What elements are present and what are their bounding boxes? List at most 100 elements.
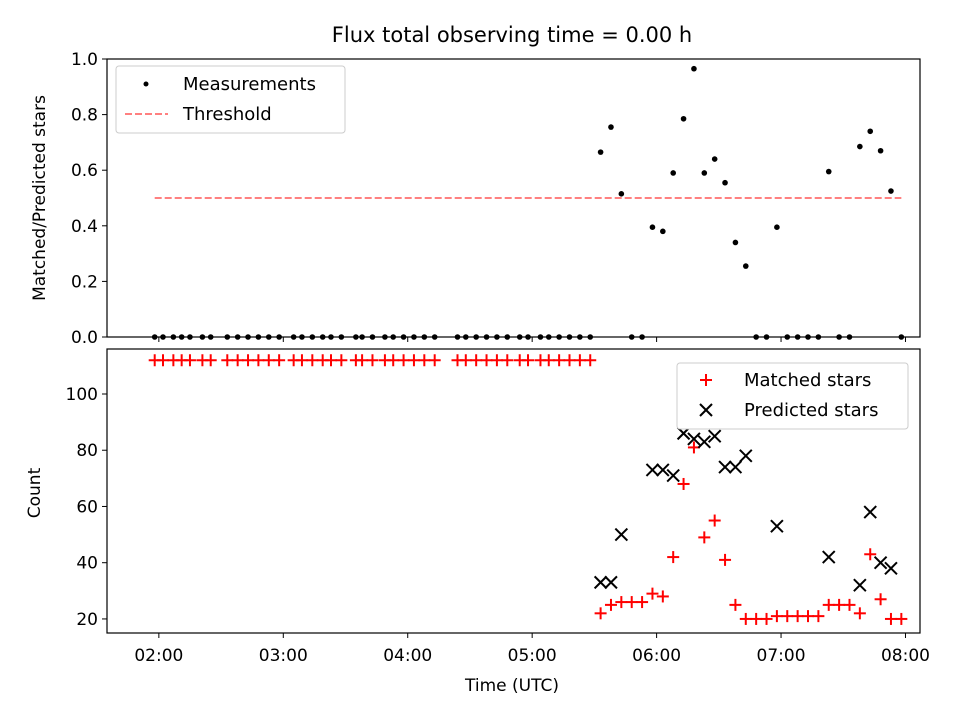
matched-star-point <box>501 354 514 367</box>
matched-star-point <box>480 354 493 367</box>
top-y-axis: 0.0 0.2 0.4 0.6 0.8 1.0 <box>71 50 107 348</box>
predicted-star-point <box>739 449 753 463</box>
matched-star-point <box>594 607 607 620</box>
measurement-point <box>742 263 749 269</box>
matched-star-point <box>708 514 721 527</box>
matched-star-point <box>833 598 846 611</box>
matched-star-point <box>615 596 628 609</box>
matched-star-point <box>770 610 783 623</box>
matched-star-point <box>262 354 275 367</box>
matched-star-point <box>781 610 794 623</box>
matched-star-point <box>791 610 804 623</box>
matched-star-point <box>739 612 752 625</box>
matched-star-point <box>428 354 441 367</box>
measurement-point <box>867 128 874 135</box>
measurement-point <box>711 156 718 162</box>
legend-matched-label: Matched stars <box>744 370 871 391</box>
bottom-x-tick-label: 04:00 <box>383 646 432 666</box>
matched-star-point <box>853 607 866 620</box>
matched-star-point <box>625 596 638 609</box>
predicted-star-point <box>614 527 629 542</box>
measurement-point <box>597 149 604 155</box>
predicted-star-point <box>697 435 712 449</box>
matched-star-point <box>252 354 265 367</box>
bottom-y-tick-label: 80 <box>76 441 98 461</box>
matched-star-point <box>522 354 535 367</box>
bottom-x-tick-label: 03:00 <box>259 646 308 666</box>
measurement-point <box>701 170 708 176</box>
top-y-tick-label: 0.2 <box>71 272 98 292</box>
measurement-point <box>608 124 614 130</box>
bottom-x-tick-label: 06:00 <box>632 646 681 666</box>
top-legend-box <box>115 65 346 134</box>
matched-star-point <box>335 354 348 367</box>
bottom-panel: 20 40 60 80 100 02:00 03:00 04:00 05:00 06:00 07:… <box>25 348 930 696</box>
predicted-star-point <box>656 463 670 477</box>
bottom-y-tick-label: 40 <box>76 554 98 574</box>
predicted-star-point <box>822 550 836 564</box>
measurement-point <box>825 168 832 175</box>
bottom-x-tick-label: 07:00 <box>757 646 806 666</box>
matched-star-point <box>584 354 597 367</box>
matched-star-point <box>387 354 400 367</box>
measurement-point <box>774 224 780 230</box>
bottom-axes-frame <box>106 348 921 634</box>
matched-star-point <box>397 354 410 367</box>
measurement-point <box>649 224 656 230</box>
predicted-star-point <box>718 460 732 474</box>
matched-star-point <box>760 612 773 625</box>
predicted-star-point <box>728 460 743 474</box>
top-y-axis-label: Matched/Predicted stars <box>30 95 50 301</box>
matched-star-point <box>231 354 244 367</box>
top-y-tick-label: 1.0 <box>71 50 98 70</box>
measurement-point <box>660 228 666 235</box>
top-y-tick-label: 0.4 <box>71 217 98 237</box>
matched-star-point <box>490 354 503 367</box>
matched-star-point <box>273 354 286 367</box>
predicted-star-point <box>873 555 888 570</box>
chart-title: Flux total observing time = 0.00 h <box>332 23 692 47</box>
matched-star-point <box>221 354 234 367</box>
matched-star-point <box>636 596 649 609</box>
bottom-x-tick-label: 02:00 <box>134 646 183 666</box>
matched-star-point <box>407 354 420 367</box>
bottom-y-tick-label: 60 <box>76 497 98 517</box>
measurement-point <box>670 170 676 176</box>
matched-star-point <box>656 590 669 603</box>
top-y-tick-label: 0.8 <box>71 106 98 126</box>
matched-star-point <box>750 612 763 625</box>
top-legend: Measurements Threshold <box>115 65 346 134</box>
matched-star-point <box>553 354 566 367</box>
matched-star-point <box>646 587 659 600</box>
predicted-star-point <box>863 505 877 519</box>
x-axis-label: Time (UTC) <box>464 676 559 696</box>
matched-star-point <box>812 610 825 623</box>
matched-star-point <box>242 354 255 367</box>
bottom-x-tick-label: 08:00 <box>881 646 930 666</box>
matched-star-point <box>418 354 431 367</box>
bottom-y-tick-label: 20 <box>76 610 98 630</box>
legend-predicted-marker <box>699 403 713 417</box>
measurement-point <box>888 188 894 194</box>
matched-star-point <box>542 354 555 367</box>
matched-star-point <box>667 551 680 564</box>
measurement-point <box>857 143 863 150</box>
matched-star-point <box>295 354 308 367</box>
bottom-y-tick-label: 100 <box>66 385 98 405</box>
bottom-x-tick-label: 05:00 <box>508 646 557 666</box>
matched-star-point <box>459 354 472 367</box>
legend-measurements-marker <box>143 81 149 87</box>
measurement-point <box>877 147 884 154</box>
matched-star-point <box>802 610 815 623</box>
matched-star-point <box>864 548 877 561</box>
matched-star-point <box>884 612 897 625</box>
matched-star-point <box>677 477 690 490</box>
legend-threshold-label: Threshold <box>182 104 272 125</box>
bottom-y-axis-label: Count <box>25 467 45 518</box>
top-panel: Flux total observing time = 0.00 h 0.00.… <box>30 23 921 348</box>
bottom-legend-box <box>676 362 909 430</box>
matched-star-point <box>729 598 742 611</box>
matched-star-point <box>843 598 856 611</box>
matched-star-point <box>366 354 379 367</box>
matched-star-point <box>698 531 711 544</box>
